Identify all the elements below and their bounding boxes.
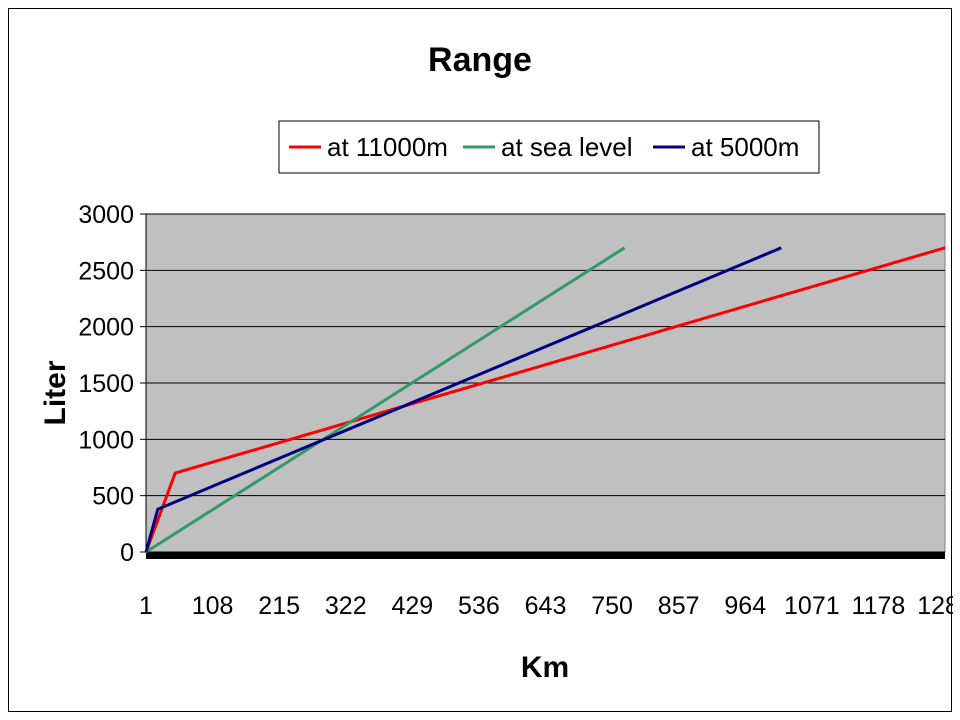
legend-label-2: at 5000m	[691, 132, 799, 162]
chart-frame: Range at 11000m at sea level at 5000m 0 500…	[8, 8, 953, 712]
x-tick-label: 643	[525, 592, 567, 620]
x-tick-label: 322	[325, 592, 367, 620]
legend-box	[278, 120, 820, 174]
y-tick-label: 3000	[78, 201, 134, 229]
series-line-0	[144, 246, 946, 553]
x-axis-ticks: 1 108 215 322 429 536 643 750 857 964 1071 1178 1285	[139, 592, 953, 620]
x-tick-label: 1071	[784, 592, 840, 620]
y-tick-label: 0	[120, 539, 134, 567]
legend-label-0: at 11000m	[327, 132, 448, 162]
x-tick-label: 1285	[917, 592, 953, 620]
series-lines	[144, 246, 946, 554]
x-tick-label: 1	[139, 592, 153, 620]
x-axis-title: Km	[521, 651, 569, 684]
chart-title: Range	[428, 41, 532, 79]
series-line-2	[144, 246, 782, 553]
x-tick-label: 750	[591, 592, 633, 620]
x-tick-label: 1178	[852, 592, 906, 620]
y-tick-label: 2000	[78, 314, 134, 342]
x-axis	[146, 552, 945, 559]
x-tick-label: 857	[658, 592, 700, 620]
y-tick-label: 1500	[78, 370, 134, 398]
y-axis-title: Liter	[39, 360, 72, 425]
x-axis-band	[146, 552, 945, 559]
x-tick-label: 215	[258, 592, 300, 620]
y-tick-label: 1000	[78, 426, 134, 454]
x-tick-label: 108	[192, 592, 234, 620]
x-tick-label: 964	[724, 592, 766, 620]
chart-svg: Range at 11000m at sea level at 5000m 0 500…	[39, 41, 953, 684]
legend: at 11000m at sea level at 5000m	[278, 120, 820, 174]
series-line-1	[145, 246, 626, 554]
y-tick-label: 2500	[78, 257, 134, 285]
legend-label-1: at sea level	[501, 132, 633, 162]
y-tick-label: 500	[92, 483, 134, 511]
y-axis-ticks: 0 500 1000 1500 2000 2500 3000	[78, 201, 147, 567]
x-tick-label: 429	[391, 592, 433, 620]
x-tick-label: 536	[458, 592, 500, 620]
